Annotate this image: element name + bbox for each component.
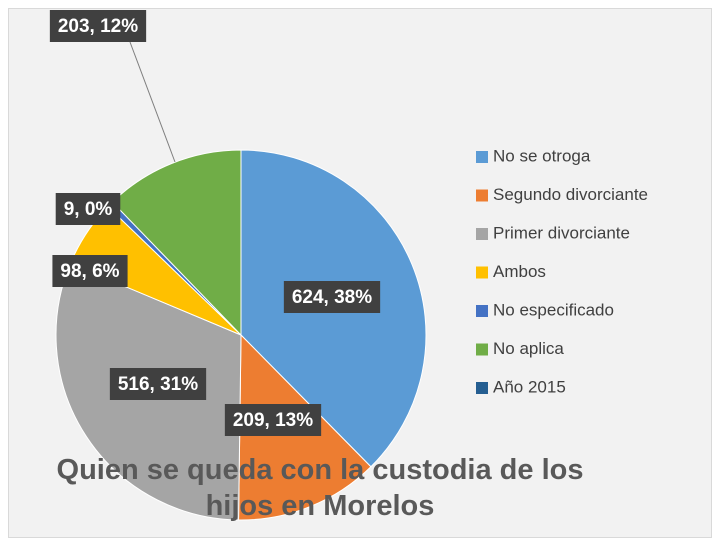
data-label: 9, 0% — [64, 199, 113, 220]
data-label-box — [283, 281, 381, 313]
data-label-box — [52, 255, 128, 287]
leader-line — [129, 41, 176, 163]
legend-swatch — [476, 343, 488, 356]
legend-label: Ambos — [493, 262, 546, 281]
legend-label: No especificado — [493, 300, 614, 319]
data-label-box — [49, 10, 147, 42]
data-label-box — [109, 368, 207, 400]
legend-swatch — [476, 305, 488, 317]
data-label: 203, 12% — [58, 16, 138, 37]
data-label: 209, 13% — [233, 410, 313, 431]
legend-label: Segundo divorciante — [493, 185, 648, 204]
data-label: 98, 6% — [60, 261, 119, 282]
legend-label: No aplica — [493, 339, 564, 358]
chart-title: Quien se queda con la custodia de los hi… — [56, 454, 584, 522]
legend-swatch — [476, 228, 488, 240]
legend-swatch — [476, 189, 488, 202]
data-label: 516, 31% — [118, 374, 198, 395]
data-label-box — [224, 404, 322, 436]
data-label: 624, 38% — [292, 287, 372, 308]
legend-label: Año 2015 — [493, 377, 566, 396]
legend-label: Primer divorciante — [493, 223, 630, 242]
legend-swatch — [476, 266, 488, 279]
data-label-box — [55, 193, 121, 225]
legend-label: No se otroga — [493, 146, 591, 165]
legend-swatch — [476, 151, 488, 163]
legend-swatch — [476, 382, 488, 394]
